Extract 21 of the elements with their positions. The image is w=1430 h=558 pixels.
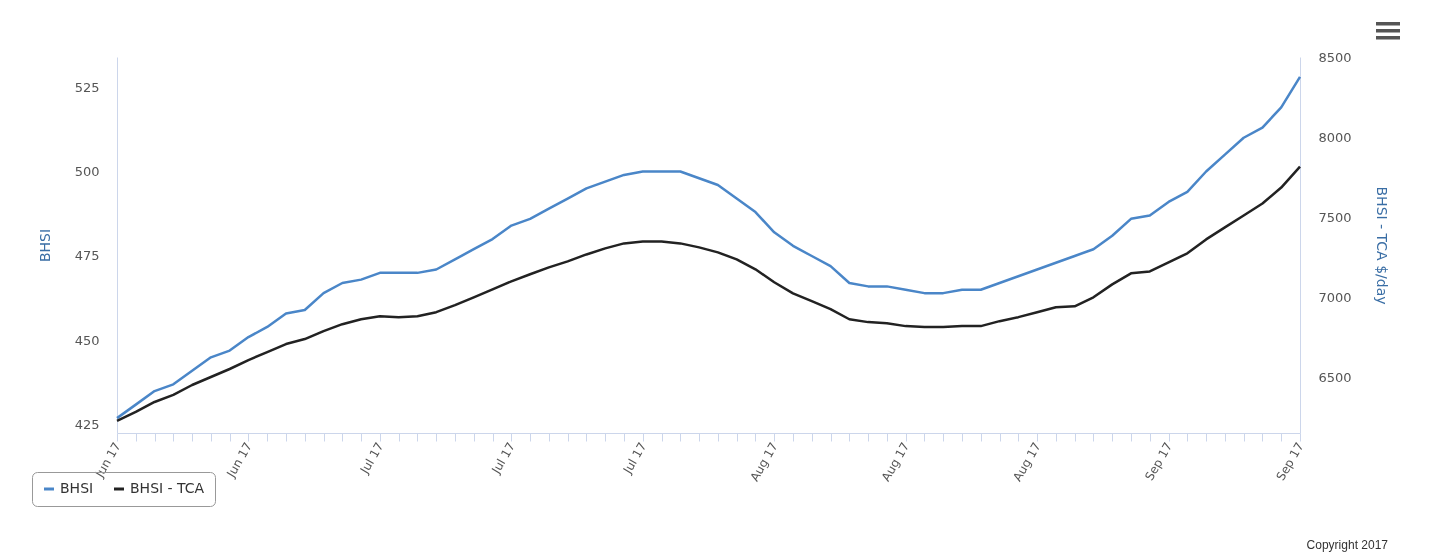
y2-tick-label: 8000 [1318, 129, 1352, 145]
y-tick-label: 425 [74, 417, 100, 433]
text: Copyright 2017 [1306, 538, 1388, 552]
x-tick-label: Jul 17 [619, 440, 650, 477]
x-tick-label: Jul 17 [488, 440, 518, 477]
x-tick-label: Jul 17 [357, 440, 387, 477]
y-tick-label: 450 [74, 332, 100, 348]
line-series [115, 75, 1302, 420]
y-axis-title: BHSI [36, 228, 53, 263]
y2-tick-label: 7500 [1318, 209, 1352, 225]
x-tick-label: Jun 17 [223, 440, 256, 481]
y2-tick-label: 6500 [1318, 369, 1352, 385]
legend-label: BHSI - TCA [130, 480, 205, 496]
y2-tick-label: 7000 [1318, 289, 1352, 305]
line-series [115, 165, 1302, 423]
legend-label: BHSI [60, 480, 94, 496]
y-tick-label: 525 [74, 79, 100, 95]
y2-axis-title: BHSI - TCA $/day [1373, 186, 1390, 305]
y-tick-label: 500 [74, 164, 100, 180]
y-tick-label: 475 [74, 248, 100, 264]
y2-tick-label: 8500 [1318, 49, 1352, 65]
